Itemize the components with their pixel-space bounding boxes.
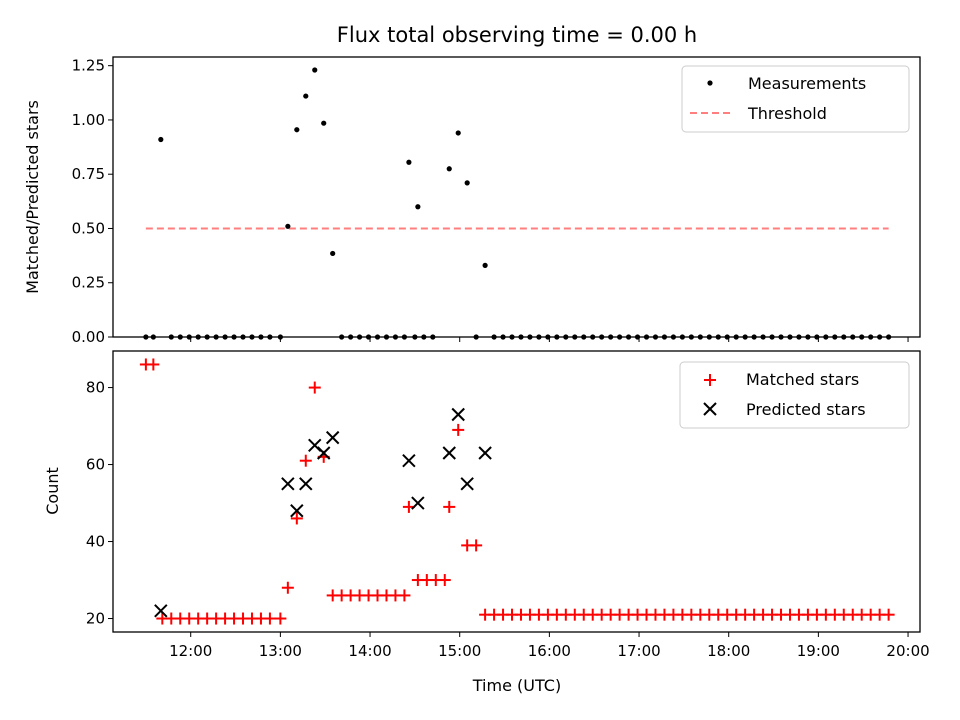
measurement-point (285, 223, 291, 229)
bottom-x-ticks: 12:00 13:00 14:00 15:00 16:00 17:00 18:00 19:00… (169, 632, 930, 660)
measurement-point (158, 136, 164, 143)
y-tick-label: 20 (86, 610, 105, 628)
y-tick-label: 0.50 (72, 219, 105, 237)
legend-marker-matched (704, 374, 716, 386)
predicted-point (325, 430, 340, 445)
predicted-point (478, 446, 492, 460)
bottom-y-axis-label: Count (43, 467, 62, 515)
measurement-point (294, 127, 300, 133)
measurement-point (303, 93, 309, 99)
legend-marker-measurements (707, 80, 713, 86)
matched-point (452, 423, 465, 436)
top-x-ticks (190, 337, 909, 342)
top-panel: 0.00 0.25 0.50 0.75 1.00 1.25 Matched/Predict… (23, 56, 921, 346)
x-tick-label: 12:00 (169, 642, 212, 660)
x-tick-label: 20:00 (886, 642, 929, 660)
matched-point (470, 539, 483, 552)
x-tick-label: 14:00 (348, 642, 391, 660)
matched-point (443, 500, 456, 513)
x-tick-label: 19:00 (797, 642, 840, 660)
matched-point (290, 512, 303, 525)
x-tick-label: 13:00 (259, 642, 302, 660)
measurement-point (321, 120, 327, 126)
bottom-legend: Matched stars Predicted stars (679, 361, 910, 429)
top-y-axis-label: Matched/Predicted stars (23, 100, 42, 294)
predicted-point (402, 453, 416, 468)
matched-point (299, 454, 312, 467)
predicted-point (317, 446, 331, 460)
predicted-point (299, 477, 313, 491)
x-tick-label: 15:00 (438, 642, 481, 660)
top-panel-frame (112, 56, 921, 338)
predicted-point (281, 477, 295, 491)
y-tick-label: 80 (86, 379, 105, 397)
predicted-point (290, 504, 304, 518)
y-tick-label: 60 (86, 456, 105, 474)
x-tick-label: 18:00 (707, 642, 750, 660)
legend-marker-predicted (703, 402, 717, 416)
matched-point (147, 358, 160, 371)
predicted-point (154, 604, 168, 618)
bottom-y-ticks: 20 40 60 80 (86, 379, 113, 628)
bottom-panel-frame (112, 350, 921, 633)
legend-label-threshold: Threshold (747, 104, 827, 123)
predicted-point (460, 477, 474, 491)
top-legend: Measurements Threshold (681, 65, 910, 133)
matched-point (882, 608, 895, 621)
matched-point (263, 612, 276, 625)
y-tick-label: 0.75 (72, 165, 105, 183)
top-y-ticks: 0.00 0.25 0.50 0.75 1.00 1.25 (72, 57, 113, 346)
y-tick-label: 1.25 (72, 57, 105, 75)
measurement-point (446, 166, 452, 172)
bottom-legend-box (679, 361, 910, 429)
matched-point (438, 574, 451, 587)
chart-title: Flux total observing time = 0.00 h (337, 23, 697, 47)
predicted-point (411, 496, 425, 510)
measurement-point (415, 204, 421, 210)
top-legend-box (681, 65, 910, 133)
y-tick-label: 0.00 (72, 328, 105, 346)
measurement-point (464, 180, 470, 186)
measurement-point (406, 159, 412, 165)
x-tick-label: 16:00 (528, 642, 571, 660)
measurement-point (482, 262, 488, 268)
matched-point (398, 589, 411, 602)
bottom-panel-marks (139, 358, 895, 625)
legend-label-matched: Matched stars (746, 370, 859, 389)
measurement-point (330, 250, 336, 257)
measurement-point (455, 130, 461, 136)
top-panel-marks (143, 67, 892, 340)
x-axis-label: Time (UTC) (472, 676, 561, 695)
predicted-point (451, 407, 465, 422)
x-tick-label: 17:00 (617, 642, 660, 660)
y-tick-label: 0.25 (72, 274, 105, 292)
predicted-point (442, 446, 456, 460)
y-tick-label: 40 (86, 533, 105, 551)
y-tick-label: 1.00 (72, 111, 105, 129)
matched-point (281, 581, 294, 594)
measurement-point (312, 67, 318, 73)
legend-label-predicted: Predicted stars (746, 400, 866, 419)
legend-label-measurements: Measurements (748, 74, 866, 93)
matched-point (274, 612, 287, 625)
matched-point (308, 381, 321, 394)
